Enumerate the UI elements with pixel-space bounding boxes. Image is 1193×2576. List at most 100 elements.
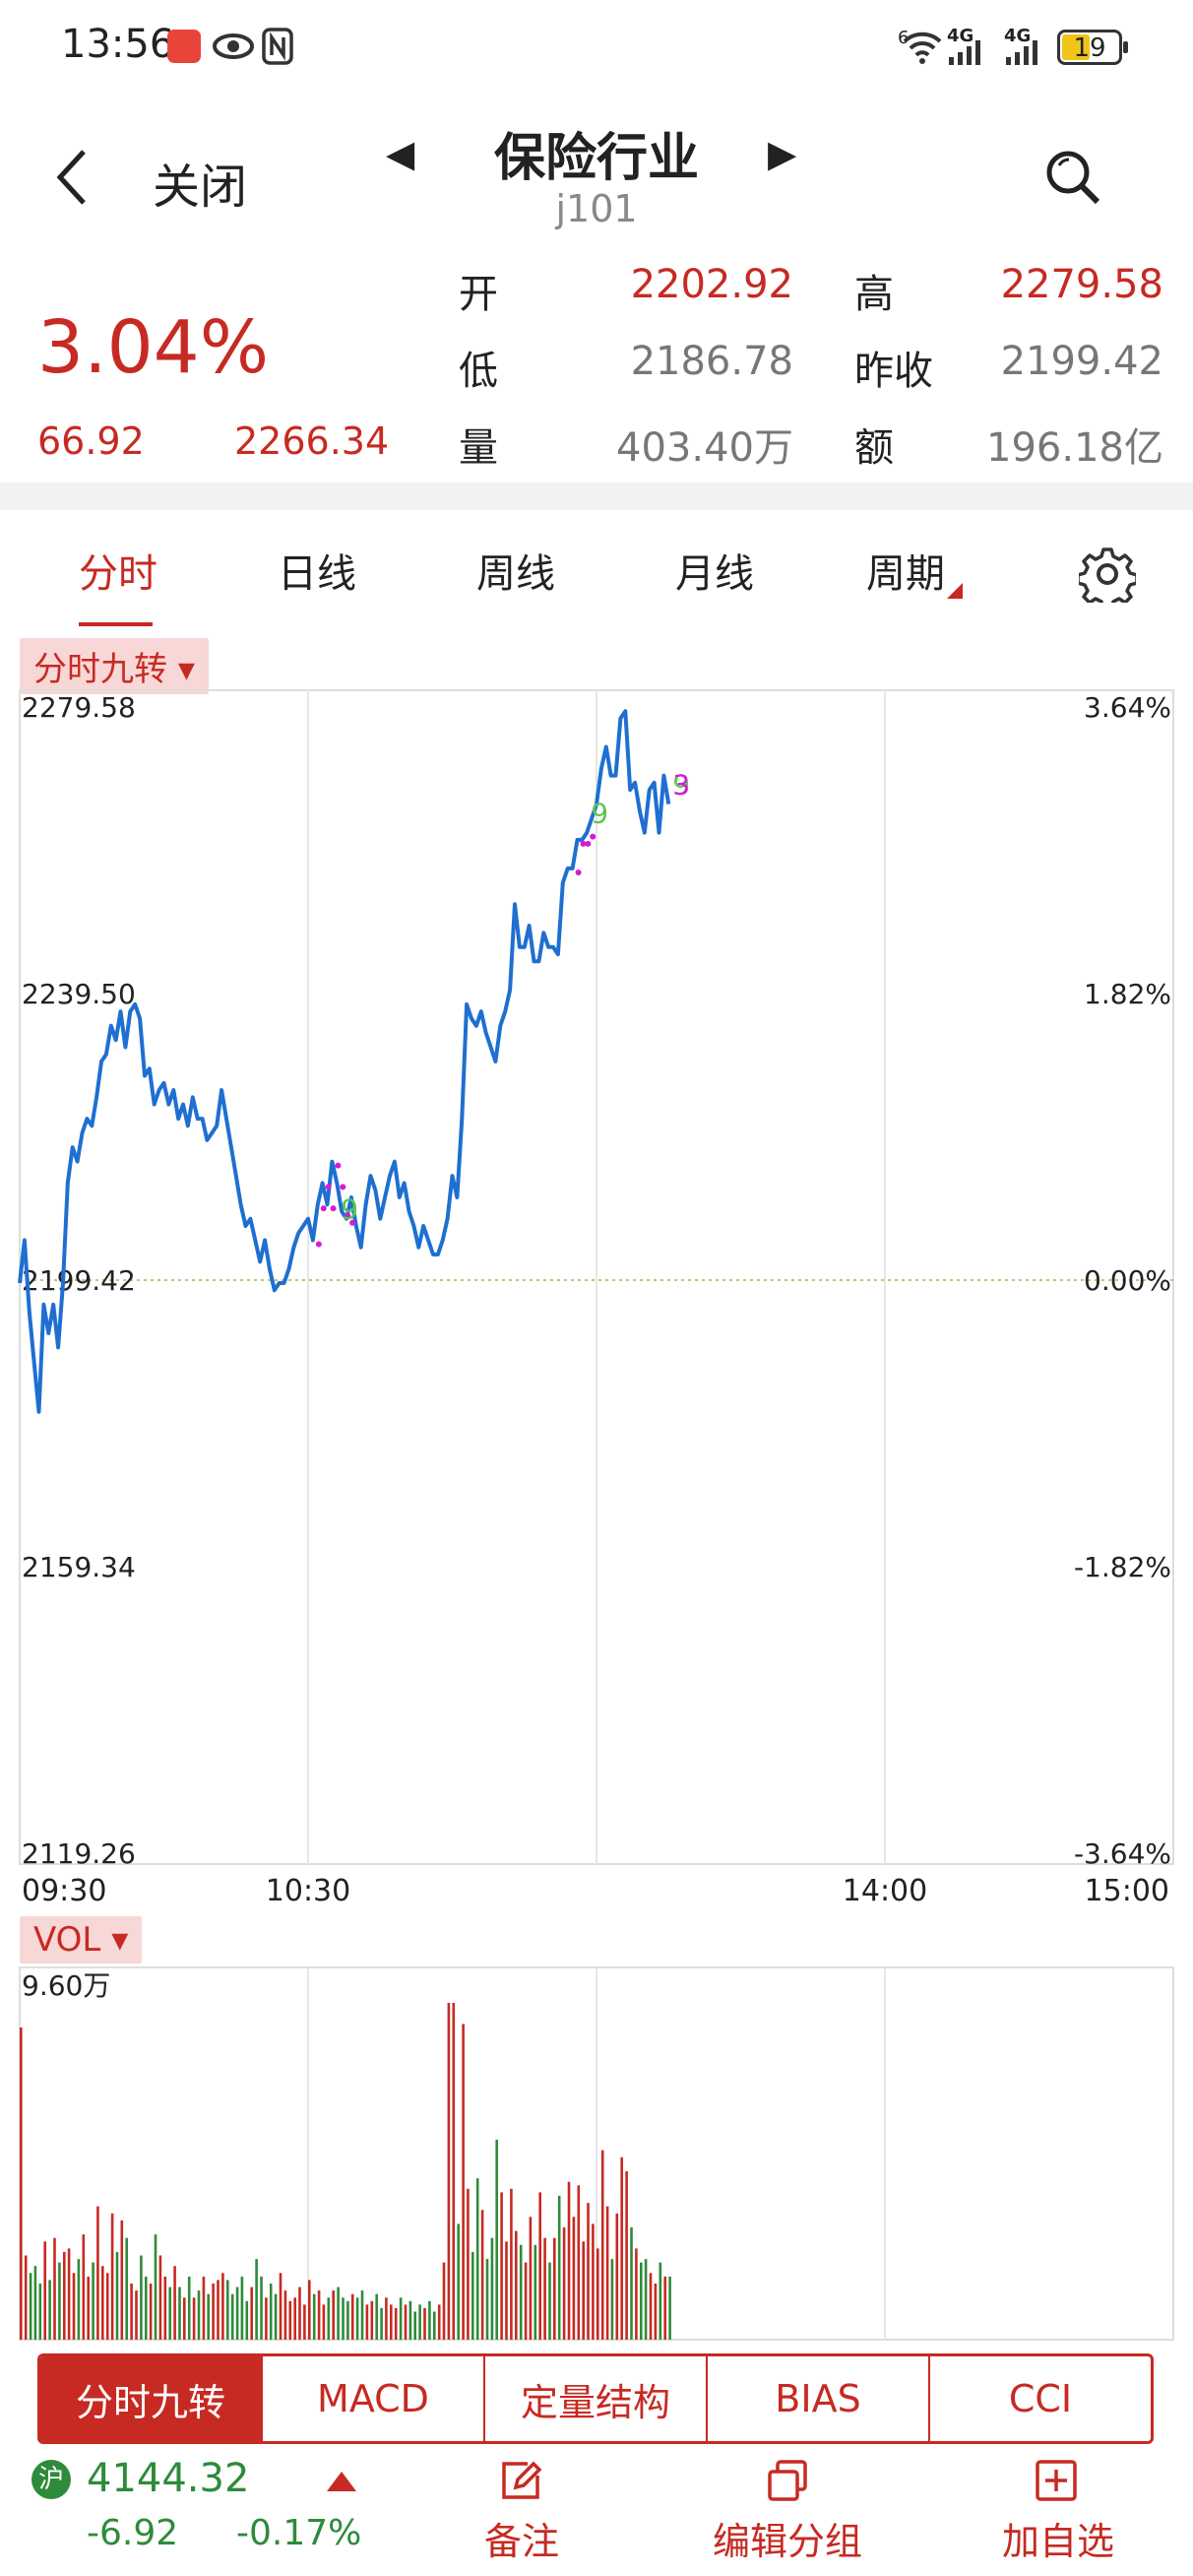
add-watchlist-button[interactable]: 加自选 [1001, 2520, 1114, 2563]
vol-bar [212, 2284, 215, 2340]
eye-icon [213, 33, 254, 59]
x-axis: 09:30 10:30 14:00 15:00 [22, 1874, 1169, 1908]
next-stock-arrow-icon[interactable]: ▶ [768, 132, 797, 175]
tab-monthly[interactable]: 月线 [675, 551, 754, 597]
vol-bar [154, 2234, 157, 2340]
app-notification-icon [167, 30, 201, 63]
vol-bar [519, 2244, 523, 2340]
vol-bar [543, 2237, 546, 2340]
index-change-percent: -0.17% [236, 2513, 362, 2553]
edit-group-button[interactable]: 编辑分组 [712, 2520, 862, 2563]
volume-chart[interactable]: 9.60万 [0, 1958, 1193, 2344]
vol-bar [245, 2300, 249, 2340]
vol-bar [265, 2297, 268, 2341]
vol-bar [332, 2290, 335, 2340]
chart-area: 分时九转 ▾ 2279.58 2239.50 2199.42 2159.34 2119.… [0, 630, 1193, 1964]
vol-max-label: 9.60万 [22, 1969, 110, 2002]
vol-bar [587, 2203, 590, 2340]
vol-bar [620, 2157, 623, 2340]
vol-bar [399, 2297, 403, 2341]
wifi-tag: 6 [898, 28, 910, 48]
period-dropdown-icon [947, 583, 963, 599]
network-label-1: 4G [947, 26, 974, 46]
indicator-selector[interactable]: 分时九转 ▾ [20, 638, 209, 694]
vol-bar [485, 2259, 489, 2340]
vol-bar [615, 2213, 619, 2341]
close-button[interactable]: 关闭 [153, 160, 248, 215]
back-arrow-icon[interactable] [54, 148, 90, 207]
index-value[interactable]: 4144.32 [87, 2456, 250, 2501]
tab-period[interactable]: 周期 [866, 551, 945, 597]
vol-bar [370, 2300, 374, 2340]
tab-bias[interactable]: BIAS [708, 2356, 930, 2441]
vol-bar [33, 2266, 37, 2340]
vol-bar [269, 2284, 273, 2340]
tab-macd[interactable]: MACD [263, 2356, 485, 2441]
gear-icon[interactable] [1079, 546, 1136, 603]
vol-bar [130, 2284, 133, 2340]
vol-bar [582, 2241, 585, 2341]
vol-bar [346, 2300, 349, 2340]
bottom-bar: 沪 4144.32 -6.92 -0.17% 备注 编辑分组 加自选 [0, 2452, 1193, 2576]
vol-bar [110, 2213, 114, 2341]
open-value: 2202.92 [630, 262, 793, 307]
nine-turn-mark: 9 [341, 1192, 358, 1225]
tab-intraday[interactable]: 分时 [79, 551, 157, 597]
tab-structure[interactable]: 定量结构 [485, 2356, 708, 2441]
vol-selector[interactable]: VOL ▾ [20, 1916, 143, 1964]
vol-bar [221, 2273, 224, 2340]
vol-bar [630, 2227, 633, 2340]
tab-daily[interactable]: 日线 [278, 551, 356, 597]
vol-bar [433, 2311, 436, 2340]
vol-bar [505, 2241, 508, 2341]
battery-level: 19 [1073, 33, 1106, 63]
vol-bar [298, 2286, 301, 2340]
signal-dot [315, 1241, 322, 1248]
low-value: 2186.78 [630, 339, 793, 384]
vol-bar [529, 2217, 533, 2340]
vol-bar [654, 2284, 658, 2340]
vol-bar [437, 2304, 441, 2340]
vol-bar [274, 2293, 278, 2340]
vol-bar [197, 2290, 201, 2340]
vol-bar [342, 2297, 345, 2341]
vol-bar [158, 2255, 162, 2340]
tab-cci[interactable]: CCI [1008, 2377, 1073, 2420]
vol-bar [408, 2300, 412, 2340]
tab-weekly[interactable]: 周线 [476, 551, 555, 597]
expand-up-icon[interactable] [327, 2472, 356, 2491]
search-icon[interactable] [1043, 148, 1102, 207]
note-button[interactable]: 备注 [483, 2520, 559, 2563]
vol-bar [293, 2297, 296, 2341]
price-chart[interactable]: 2279.58 2239.50 2199.42 2159.34 2119.26 3.64%… [0, 689, 1193, 1865]
prev-stock-arrow-icon[interactable]: ◀ [386, 132, 415, 175]
vol-bar [385, 2297, 388, 2341]
vol-bar [217, 2280, 220, 2340]
y-tick-label-left: 2119.26 [22, 1837, 136, 1865]
signal-icon-1 [949, 40, 980, 65]
vol-bar [452, 2003, 456, 2340]
signal-dot [320, 1205, 327, 1212]
vol-bar [548, 2262, 551, 2340]
vol-bar [500, 2192, 503, 2340]
vol-bar [467, 2188, 470, 2340]
network-label-2: 4G [1004, 26, 1032, 46]
vol-bar [187, 2276, 191, 2340]
vol-bar [173, 2266, 176, 2340]
prev-close-label: 昨收 [854, 349, 933, 394]
vol-bar [308, 2280, 311, 2340]
vol-bar [649, 2273, 653, 2340]
y-tick-label-left: 2239.50 [22, 978, 136, 1010]
vol-bar [457, 2223, 460, 2340]
vol-bar [600, 2150, 604, 2340]
low-label: 低 [459, 349, 498, 394]
vol-bar [163, 2276, 167, 2340]
open-label: 开 [459, 272, 498, 317]
vol-bar [322, 2304, 326, 2340]
index-change: -6.92 [87, 2513, 179, 2553]
vol-bar [562, 2227, 566, 2340]
nine-turn-mark: 9 [591, 798, 608, 830]
vol-bar [87, 2276, 90, 2340]
note-icon [502, 2461, 542, 2499]
tab-nine-turn[interactable]: 分时九转 [40, 2356, 263, 2441]
